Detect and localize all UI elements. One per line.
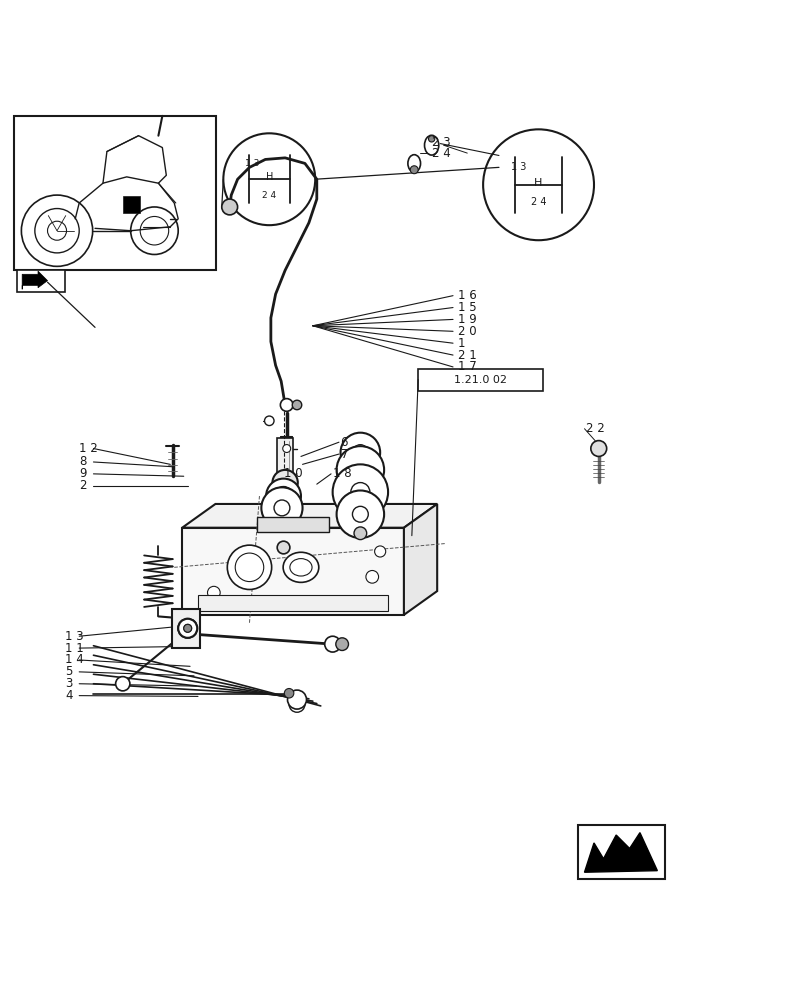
- Circle shape: [265, 416, 274, 426]
- Circle shape: [266, 479, 301, 513]
- Bar: [14, 116, 216, 270]
- Text: H: H: [535, 178, 543, 188]
- Bar: [418, 369, 543, 391]
- Text: 1 3: 1 3: [65, 630, 84, 643]
- Text: 1 9: 1 9: [458, 313, 477, 326]
- Bar: [578, 825, 665, 879]
- Text: 6: 6: [341, 436, 348, 449]
- Text: H: H: [265, 172, 273, 182]
- Text: 1: 1: [458, 337, 465, 350]
- Polygon shape: [172, 609, 200, 648]
- Polygon shape: [584, 833, 657, 872]
- Circle shape: [341, 433, 380, 472]
- Polygon shape: [182, 528, 404, 615]
- Circle shape: [375, 546, 386, 557]
- Text: 2 4: 2 4: [432, 147, 451, 160]
- Text: 1 4: 1 4: [65, 653, 84, 666]
- Text: 2 4: 2 4: [531, 197, 546, 207]
- Circle shape: [366, 570, 379, 583]
- Circle shape: [325, 636, 341, 652]
- Text: 1 3: 1 3: [511, 162, 527, 172]
- Circle shape: [284, 688, 294, 698]
- Circle shape: [272, 470, 298, 495]
- Circle shape: [428, 136, 435, 142]
- Polygon shape: [404, 504, 437, 615]
- Circle shape: [337, 446, 384, 494]
- Circle shape: [116, 677, 130, 691]
- Circle shape: [333, 464, 388, 520]
- Text: 2 3: 2 3: [432, 136, 451, 149]
- Circle shape: [283, 445, 291, 452]
- Text: 2 0: 2 0: [458, 325, 477, 338]
- Circle shape: [178, 619, 197, 638]
- Circle shape: [184, 624, 192, 632]
- Bar: [17, 270, 65, 292]
- Text: 8: 8: [79, 455, 86, 468]
- Text: 2: 2: [79, 479, 86, 492]
- Bar: [277, 438, 293, 476]
- Text: 1 5: 1 5: [458, 301, 477, 314]
- Circle shape: [280, 399, 293, 411]
- Text: 1 8: 1 8: [333, 467, 352, 480]
- Circle shape: [354, 527, 367, 540]
- Circle shape: [222, 199, 238, 215]
- Circle shape: [261, 487, 303, 529]
- Circle shape: [292, 400, 302, 410]
- Bar: [123, 196, 140, 213]
- Circle shape: [591, 441, 607, 456]
- Polygon shape: [22, 271, 48, 289]
- Text: 7: 7: [341, 448, 348, 461]
- Circle shape: [227, 545, 272, 589]
- Polygon shape: [182, 504, 437, 528]
- Text: 3: 3: [65, 677, 72, 690]
- Ellipse shape: [284, 552, 318, 582]
- Bar: [198, 595, 388, 611]
- Circle shape: [208, 586, 220, 599]
- Text: 1 7: 1 7: [458, 360, 477, 373]
- Text: 5: 5: [65, 665, 72, 678]
- Text: 1 2: 1 2: [79, 442, 98, 455]
- Ellipse shape: [408, 155, 421, 172]
- Text: 1 3: 1 3: [245, 159, 259, 168]
- Text: 4: 4: [65, 689, 72, 702]
- Circle shape: [287, 690, 307, 709]
- Bar: [257, 517, 329, 532]
- Circle shape: [277, 541, 290, 554]
- Text: 2 2: 2 2: [586, 422, 605, 435]
- Text: 2 1: 2 1: [458, 349, 477, 362]
- Text: 9: 9: [79, 467, 86, 480]
- Circle shape: [337, 490, 384, 538]
- Ellipse shape: [425, 135, 439, 155]
- Text: 1 0: 1 0: [284, 467, 303, 480]
- Circle shape: [178, 619, 197, 638]
- Text: 1 6: 1 6: [458, 289, 477, 302]
- Circle shape: [410, 166, 418, 174]
- Circle shape: [289, 696, 305, 712]
- Circle shape: [184, 624, 192, 632]
- Text: 2 4: 2 4: [262, 191, 276, 200]
- Circle shape: [336, 638, 348, 650]
- Text: 1 1: 1 1: [65, 642, 84, 655]
- Ellipse shape: [290, 559, 312, 576]
- Text: 1.21.0 02: 1.21.0 02: [455, 375, 507, 385]
